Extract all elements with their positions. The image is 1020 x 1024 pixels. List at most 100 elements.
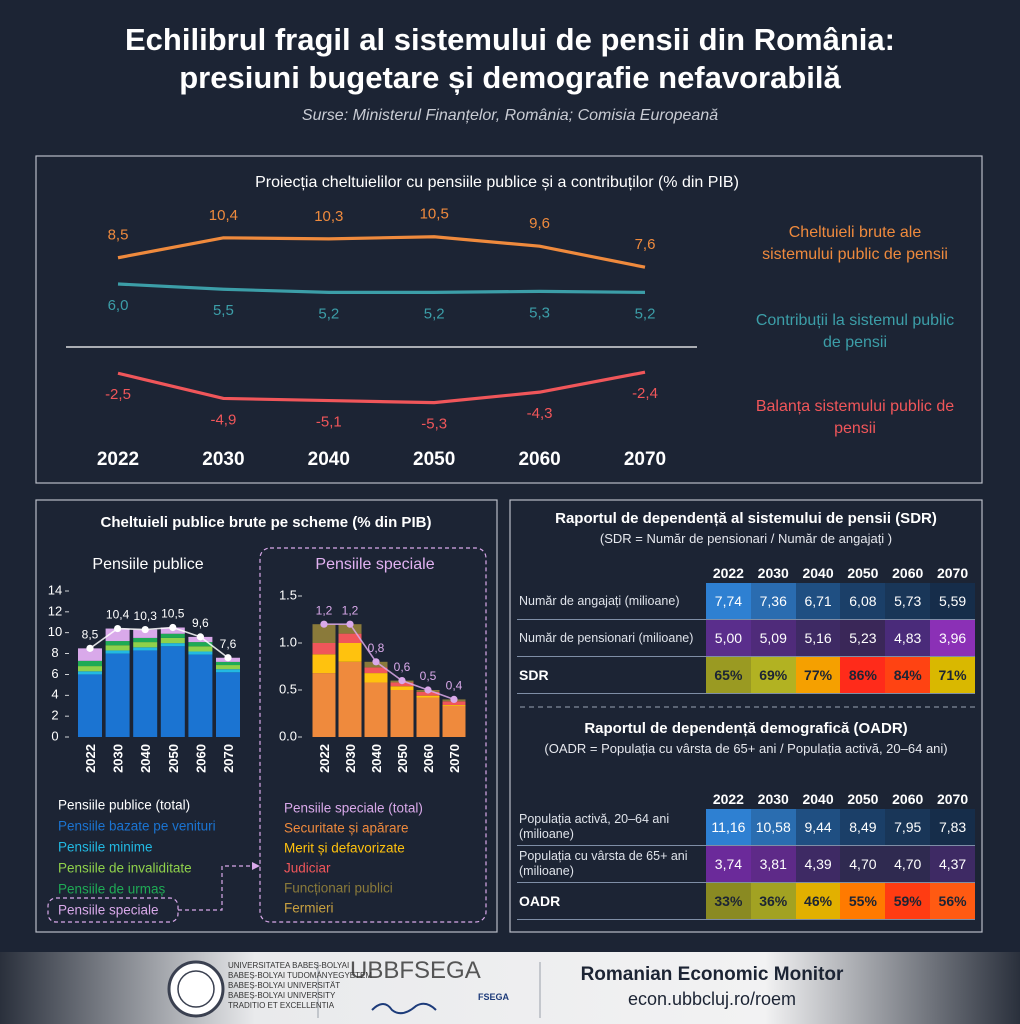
column-header: 2060 <box>892 790 924 807</box>
row-label: OADR <box>517 882 706 920</box>
data-label: 5,2 <box>635 305 656 322</box>
connector-arrow <box>178 865 258 911</box>
data-label: 8,5 <box>108 227 129 244</box>
x-tick-label: 2030 <box>111 744 126 773</box>
bar-segment <box>188 642 213 647</box>
total-dot <box>320 620 328 628</box>
bar-segment <box>312 624 336 643</box>
bar-segment <box>312 673 336 737</box>
column-header: 2060 <box>892 564 924 581</box>
x-tick-label: 2060 <box>193 744 208 773</box>
x-tick-label: 2060 <box>421 744 436 773</box>
table-cell: 4,70 <box>840 845 886 883</box>
table-row: Număr de angajați (milioane) 7,74 7,36 6,71… <box>517 583 975 620</box>
legend-entry: Pensiile speciale <box>58 903 159 918</box>
y-tick-label: 0.5 <box>279 681 297 696</box>
data-label: 7,6 <box>220 637 237 651</box>
row-label: SDR <box>517 656 706 694</box>
data-label: 9,6 <box>192 616 209 630</box>
bar-segment <box>160 643 185 647</box>
bar-segment <box>105 653 130 737</box>
table-cell: 7,74 <box>706 583 751 620</box>
y-tick-label: 2 <box>51 708 58 723</box>
university-seal <box>177 970 215 1008</box>
x-tick-label: 2070 <box>221 744 236 773</box>
table-cell: 5,09 <box>750 619 796 657</box>
x-tick-label: 2070 <box>624 449 666 470</box>
bar-segment <box>160 637 185 644</box>
x-tick-label: 2030 <box>202 449 244 470</box>
legend-entry: Securitate și apărare <box>284 821 409 836</box>
bar-segment <box>105 650 130 654</box>
y-tick-label: 14 <box>48 582 62 597</box>
total-dot <box>224 654 232 662</box>
table-cell: 9,44 <box>795 809 841 846</box>
table-cell: 7,36 <box>750 583 796 620</box>
row-label: Număr de angajați (milioane) <box>517 583 706 620</box>
table-cell: 84% <box>885 656 931 694</box>
table-cell: 5,16 <box>795 619 841 657</box>
table-subtitle: (OADR = Populația cu vârsta de 65+ ani /… <box>544 741 948 756</box>
line <box>117 282 646 294</box>
data-label: 0,4 <box>446 679 463 693</box>
data-label: 10,3 <box>314 208 343 225</box>
panel-border <box>35 499 498 933</box>
chart-title: Pensiile speciale <box>315 556 434 573</box>
bar-segment <box>78 666 102 672</box>
arrow-head <box>252 862 260 870</box>
bar-segment <box>390 690 414 737</box>
bar-segment <box>416 697 440 737</box>
data-label: 5,3 <box>529 304 550 321</box>
x-tick-label: 2040 <box>308 449 350 470</box>
table-cell: 65% <box>706 656 751 694</box>
table-row: SDR 65% 69% 77% 86% 84% 71% <box>517 656 975 694</box>
total-dot <box>450 695 458 704</box>
bar-segment <box>78 671 102 675</box>
legend-entry: Cheltuieli brute ale sistemului public d… <box>762 224 948 263</box>
table-cell: 33% <box>706 882 751 920</box>
table-cell: 7,95 <box>885 809 931 846</box>
university-name: UNIVERSITATEA BABEȘ-BOLYAI <box>228 961 349 970</box>
table-row: Număr de pensionari (milioane) 5,00 5,09 5,… <box>517 619 975 657</box>
table-cell: 5,23 <box>840 619 886 657</box>
bar-segment <box>133 650 158 737</box>
total-line <box>89 626 229 659</box>
legend-entry: Contribuții la sistemul public de pensii <box>755 312 955 351</box>
bar-segment <box>390 682 414 687</box>
legend-entry: Funcționari publici <box>284 881 393 896</box>
header-cell <box>517 788 706 809</box>
bar-segment <box>338 661 362 737</box>
data-label: 1,2 <box>342 603 359 617</box>
main-title: Echilibrul fragil al sistemului de pensi… <box>125 22 895 57</box>
signature <box>371 1002 437 1015</box>
bar-segment <box>416 695 440 698</box>
bar-segment <box>78 674 102 737</box>
university-name: BABEȘ-BOLYAI UNIVERSITY <box>228 991 336 1000</box>
bar-segment <box>216 669 240 673</box>
y-tick-label: 1.5 <box>279 587 297 602</box>
legend-entry: Pensiile publice (total) <box>58 798 190 813</box>
data-label: -2,5 <box>105 386 131 403</box>
table-cell: 86% <box>840 656 886 694</box>
x-tick-label: 2030 <box>343 744 358 773</box>
data-label: 0,8 <box>368 641 385 655</box>
university-name: BABEȘ-BOLYAI TUDOMÁNYEGYETEM <box>228 971 372 980</box>
special-panel-border <box>259 547 487 923</box>
total-dot <box>196 633 204 641</box>
table-cell: 4,83 <box>885 619 931 657</box>
panel-border <box>35 155 983 484</box>
monitor-url[interactable]: econ.ubbcluj.ro/roem <box>628 989 796 1009</box>
table-row: OADR 33% 36% 46% 55% 59% 56% <box>517 882 975 920</box>
table-cell: 5,00 <box>706 619 751 657</box>
y-tick-label: 8 <box>51 645 58 660</box>
y-tick-label: 10 <box>48 624 62 639</box>
data-label: 1,2 <box>316 603 333 617</box>
column-header: 2030 <box>757 790 789 807</box>
data-table: 2022 2030 2040 2050 2060 2070 Număr de angajaț… <box>517 562 975 694</box>
bar-segment <box>160 646 185 737</box>
x-tick-label: 2050 <box>413 449 455 470</box>
legend-entry: Balanța sistemului public de pensii <box>755 398 955 437</box>
data-label: -5,3 <box>421 416 447 433</box>
legend-entry: Judiciar <box>284 861 331 876</box>
column-header: 2070 <box>936 564 969 581</box>
